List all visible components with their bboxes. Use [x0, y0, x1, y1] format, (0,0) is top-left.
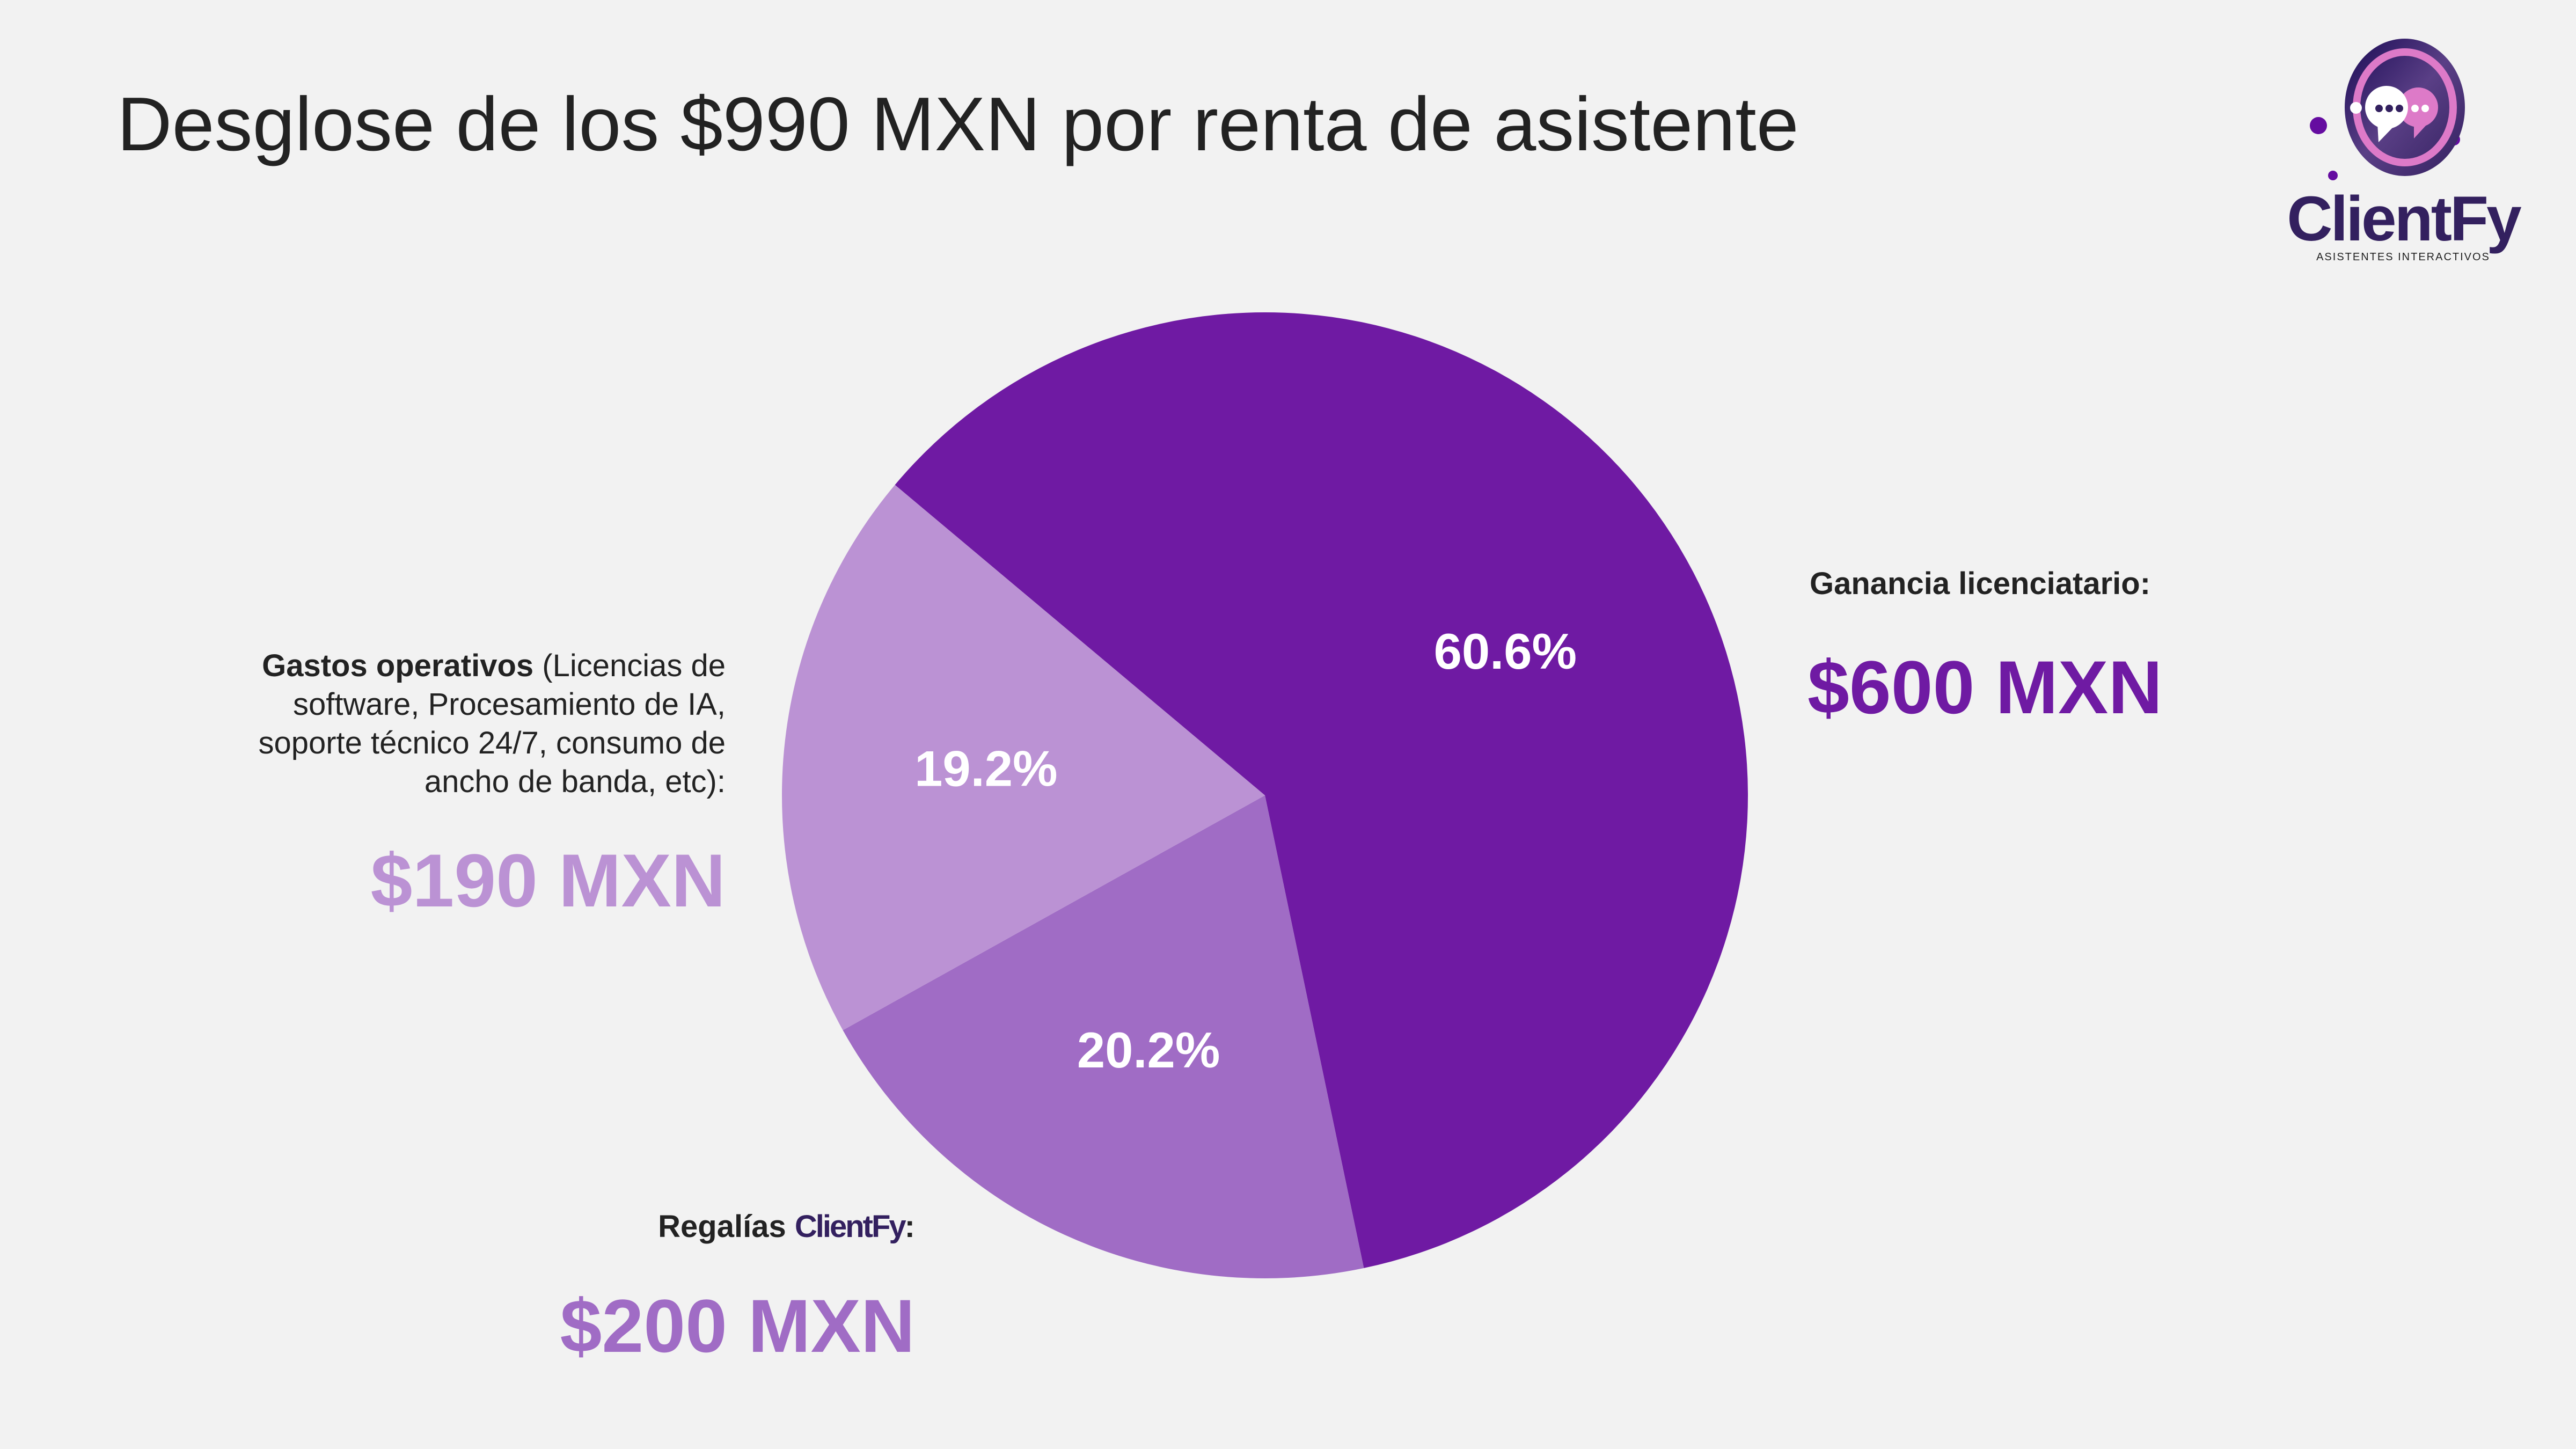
logo-brand: ClientFy: [2287, 184, 2521, 254]
pie-slice-label-0: 60.6%: [1434, 623, 1577, 679]
regalias-colon: :: [904, 1209, 915, 1244]
regalias-value: $200 MXN: [560, 1284, 915, 1368]
regalias-brand: ClientFy: [794, 1209, 906, 1244]
gastos-label-bold: Gastos operativos: [262, 648, 534, 683]
clientfy-logo: ClientFy ASISTENTES INTERACTIVOS: [2287, 39, 2522, 263]
regalias-label: Regalías ClientFy:: [658, 1208, 915, 1246]
gastos-label-detail: (Licencias de software, Procesamiento de…: [258, 648, 726, 799]
page-title: Desglose de los $990 MXN por renta de as…: [117, 82, 1799, 167]
logo-tagline: ASISTENTES INTERACTIVOS: [2316, 251, 2490, 263]
pie-slice-label-1: 20.2%: [1077, 1022, 1220, 1078]
gastos-label: Gastos operativos (Licencias de software…: [243, 647, 726, 801]
regalias-label-text: Regalías: [658, 1209, 786, 1244]
pie-slice-label-2: 19.2%: [914, 740, 1058, 796]
ganancia-value: $600 MXN: [1807, 645, 2163, 729]
pie-slice-0: [895, 312, 1748, 1268]
pie-slice-2: [782, 485, 1265, 1030]
pie-slice-1: [843, 795, 1364, 1278]
gastos-value: $190 MXN: [370, 838, 726, 923]
ganancia-label: Ganancia licenciatario:: [1810, 566, 2151, 601]
